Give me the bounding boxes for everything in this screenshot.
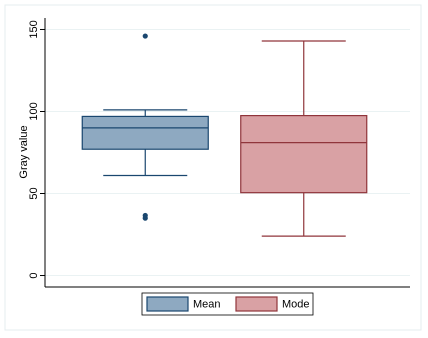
legend-swatch: [235, 296, 278, 312]
legend-swatch: [146, 296, 189, 312]
y-tick-label: 50: [28, 187, 40, 199]
outlier: [142, 33, 148, 39]
y-axis-label: Gray value: [18, 125, 30, 178]
legend-label: Mean: [193, 298, 221, 310]
y-tick-label: 150: [28, 20, 40, 38]
outlier: [142, 215, 148, 221]
y-tick-label: 0: [28, 272, 40, 278]
legend-label: Mode: [282, 298, 310, 310]
y-tick-label: 100: [28, 102, 40, 120]
box: [81, 115, 209, 150]
box: [240, 114, 368, 194]
